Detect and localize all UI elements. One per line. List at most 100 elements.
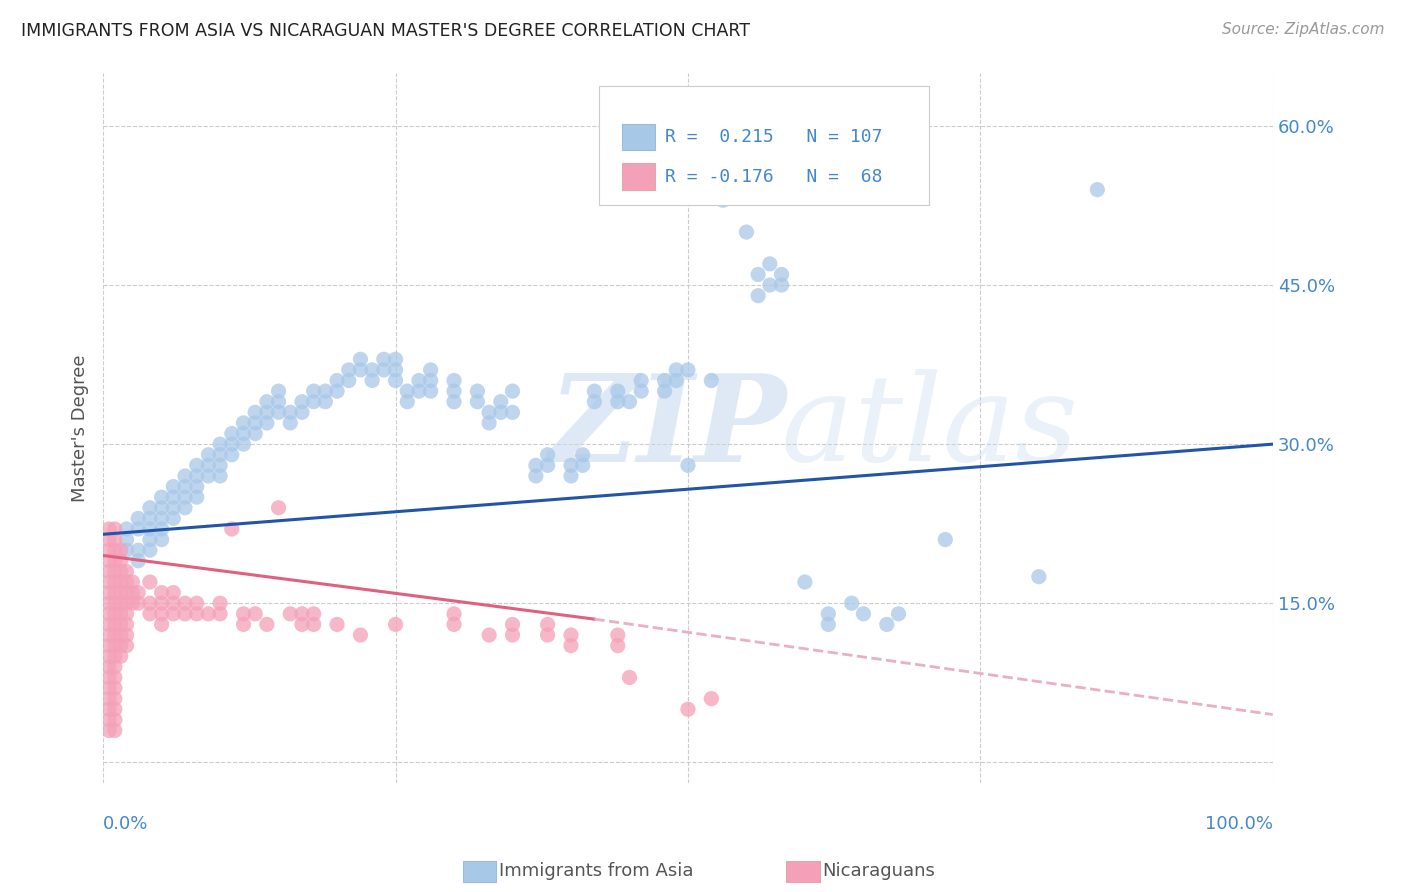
Point — [98, 554, 121, 568]
Point — [478, 405, 501, 419]
Point — [571, 458, 593, 473]
Point — [232, 607, 254, 621]
Point — [186, 479, 208, 493]
Point — [934, 533, 956, 547]
Point — [104, 681, 127, 695]
Point — [110, 565, 132, 579]
Point — [174, 500, 197, 515]
Point — [536, 458, 558, 473]
Point — [150, 596, 173, 610]
Point — [524, 469, 547, 483]
Point — [302, 617, 325, 632]
Point — [110, 543, 132, 558]
Point — [115, 596, 138, 610]
Point — [326, 384, 349, 398]
Point — [419, 374, 441, 388]
Point — [98, 533, 121, 547]
Point — [162, 500, 184, 515]
Point — [98, 607, 121, 621]
Point — [150, 522, 173, 536]
Point — [104, 585, 127, 599]
Point — [817, 617, 839, 632]
Point — [104, 617, 127, 632]
Point — [98, 565, 121, 579]
Point — [302, 394, 325, 409]
Point — [759, 278, 782, 293]
Point — [291, 394, 314, 409]
Point — [232, 437, 254, 451]
Point — [104, 554, 127, 568]
Point — [186, 596, 208, 610]
Point — [524, 458, 547, 473]
Point — [104, 723, 127, 738]
Point — [654, 384, 676, 398]
Point — [887, 607, 910, 621]
Point — [243, 426, 266, 441]
Point — [115, 617, 138, 632]
Point — [267, 394, 290, 409]
Point — [700, 691, 723, 706]
Point — [467, 384, 489, 398]
Point — [759, 257, 782, 271]
Point — [665, 374, 688, 388]
Point — [197, 607, 219, 621]
Point — [139, 522, 162, 536]
Point — [852, 607, 875, 621]
Point — [110, 574, 132, 589]
Text: ZIP: ZIP — [547, 369, 786, 488]
Point — [256, 405, 278, 419]
Point — [98, 543, 121, 558]
Point — [209, 448, 232, 462]
Point — [115, 585, 138, 599]
Point — [267, 405, 290, 419]
Point — [110, 554, 132, 568]
Point — [291, 617, 314, 632]
Point — [150, 607, 173, 621]
Point — [606, 628, 628, 642]
Point — [110, 585, 132, 599]
Point — [384, 617, 406, 632]
Point — [349, 352, 371, 367]
Point — [560, 469, 582, 483]
Point — [243, 416, 266, 430]
Point — [747, 288, 769, 302]
Point — [267, 384, 290, 398]
Text: IMMIGRANTS FROM ASIA VS NICARAGUAN MASTER'S DEGREE CORRELATION CHART: IMMIGRANTS FROM ASIA VS NICARAGUAN MASTE… — [21, 22, 749, 40]
Point — [630, 374, 652, 388]
Point — [98, 522, 121, 536]
Point — [841, 596, 863, 610]
Point — [560, 628, 582, 642]
Point — [232, 416, 254, 430]
Point — [98, 639, 121, 653]
Point — [793, 574, 815, 589]
Point — [104, 543, 127, 558]
Point — [150, 533, 173, 547]
Point — [98, 702, 121, 716]
Y-axis label: Master's Degree: Master's Degree — [72, 354, 89, 502]
Point — [443, 394, 465, 409]
Point — [536, 617, 558, 632]
Point — [560, 458, 582, 473]
Point — [396, 384, 419, 398]
Point — [174, 490, 197, 504]
Point — [115, 574, 138, 589]
Point — [700, 374, 723, 388]
Point — [560, 639, 582, 653]
Point — [384, 352, 406, 367]
Point — [98, 628, 121, 642]
Point — [127, 585, 149, 599]
Point — [98, 617, 121, 632]
Point — [314, 394, 336, 409]
Point — [489, 405, 512, 419]
Point — [162, 596, 184, 610]
Point — [150, 585, 173, 599]
Point — [221, 448, 243, 462]
Point — [139, 574, 162, 589]
Point — [162, 490, 184, 504]
Point — [619, 394, 641, 409]
Point — [110, 607, 132, 621]
Point — [209, 607, 232, 621]
Point — [735, 225, 758, 239]
Point — [162, 511, 184, 525]
Point — [98, 681, 121, 695]
